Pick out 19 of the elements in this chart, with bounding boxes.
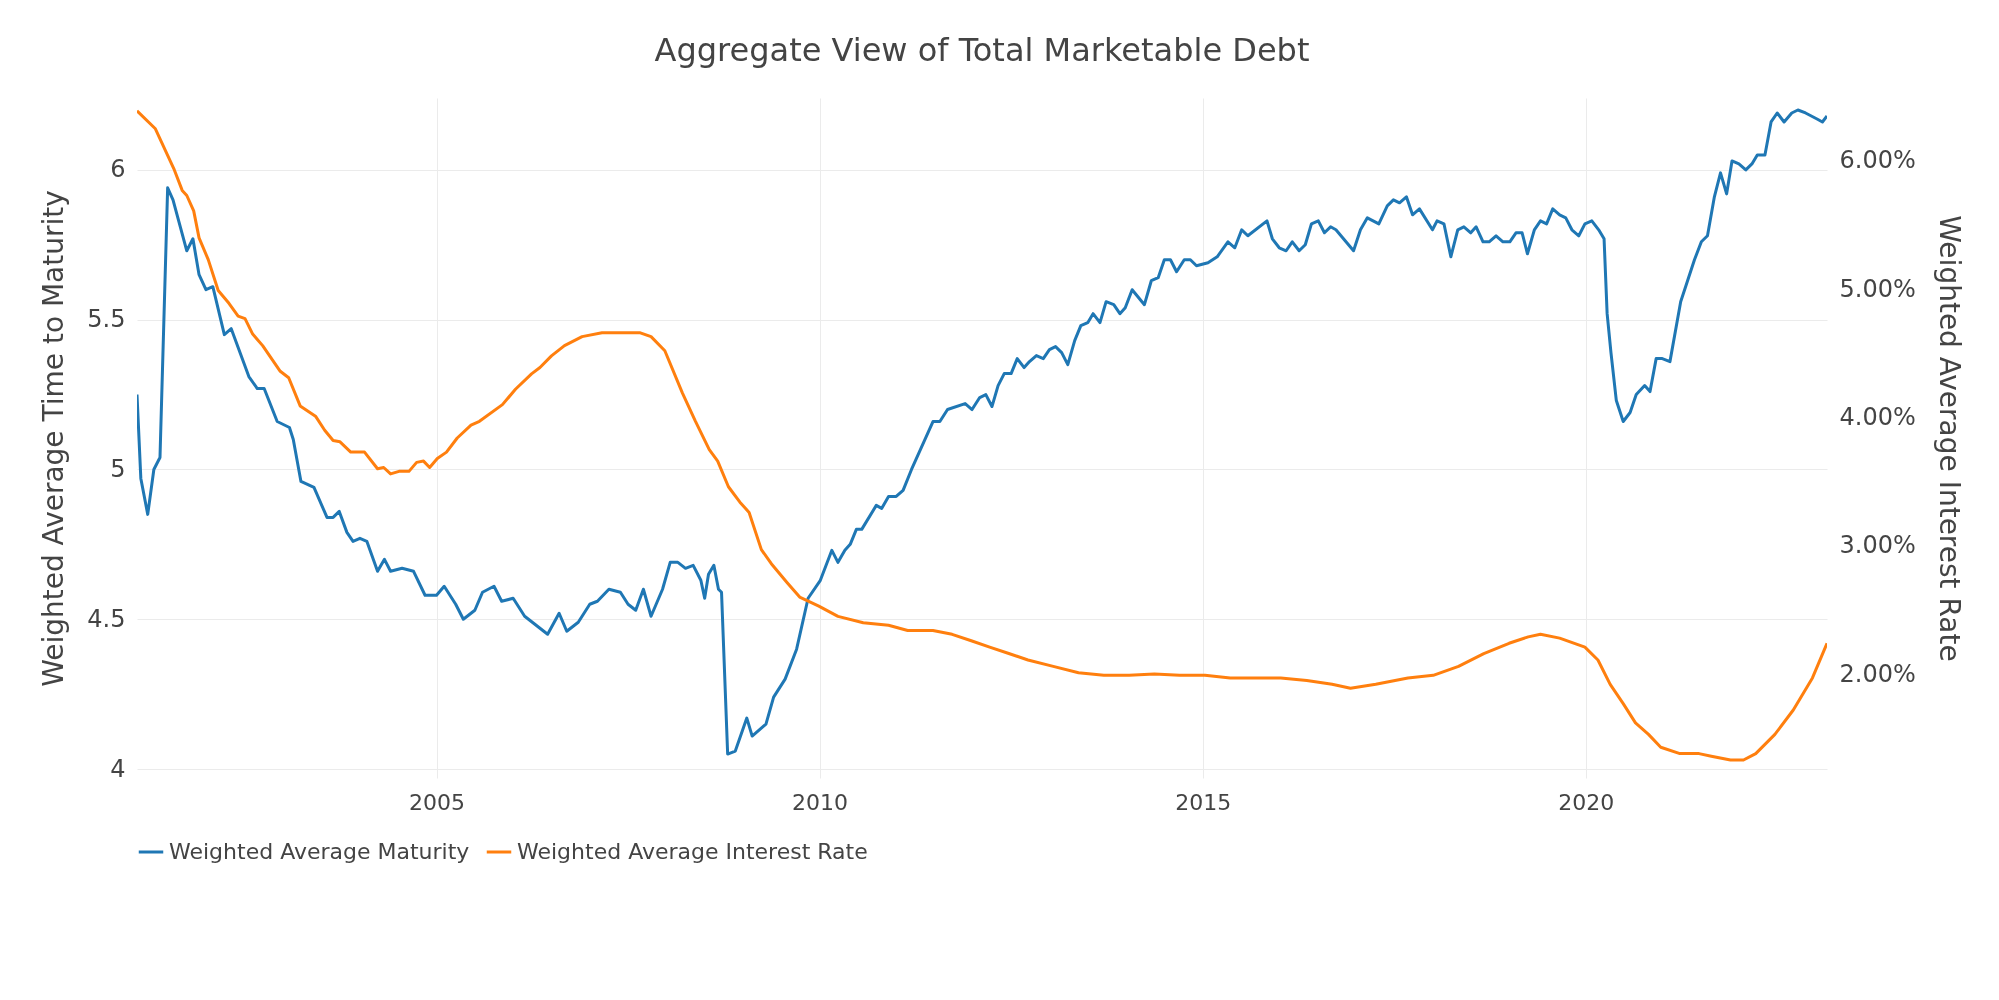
x-tick-label: 2005 <box>409 789 466 815</box>
y2-tick-label: 3.00% <box>1839 531 1916 560</box>
x-tick-label: 2015 <box>1175 789 1232 815</box>
x-tick-label: 2020 <box>1558 789 1615 815</box>
y2-tick-label: 6.00% <box>1839 146 1916 175</box>
y-tick-label: 4 <box>110 754 126 783</box>
legend-label: Weighted Average Maturity <box>169 839 470 864</box>
y-axis-title: Weighted Average Time to Maturity <box>37 190 71 687</box>
legend-label: Weighted Average Interest Rate <box>517 839 868 864</box>
y-tick-label: 5 <box>110 454 126 483</box>
y2-tick-label: 4.00% <box>1839 402 1916 431</box>
x-tick-label: 2010 <box>792 789 849 815</box>
y2-axis-title: Weighted Average Interest Rate <box>1932 215 1966 662</box>
y-tick-label: 5.5 <box>87 305 126 334</box>
y2-tick-label: 2.00% <box>1839 659 1916 688</box>
y-tick-label: 6 <box>110 155 126 184</box>
y-tick-label: 4.5 <box>87 604 126 633</box>
y2-tick-label: 5.00% <box>1839 274 1916 303</box>
chart-title: Aggregate View of Total Marketable Debt <box>654 31 1310 69</box>
